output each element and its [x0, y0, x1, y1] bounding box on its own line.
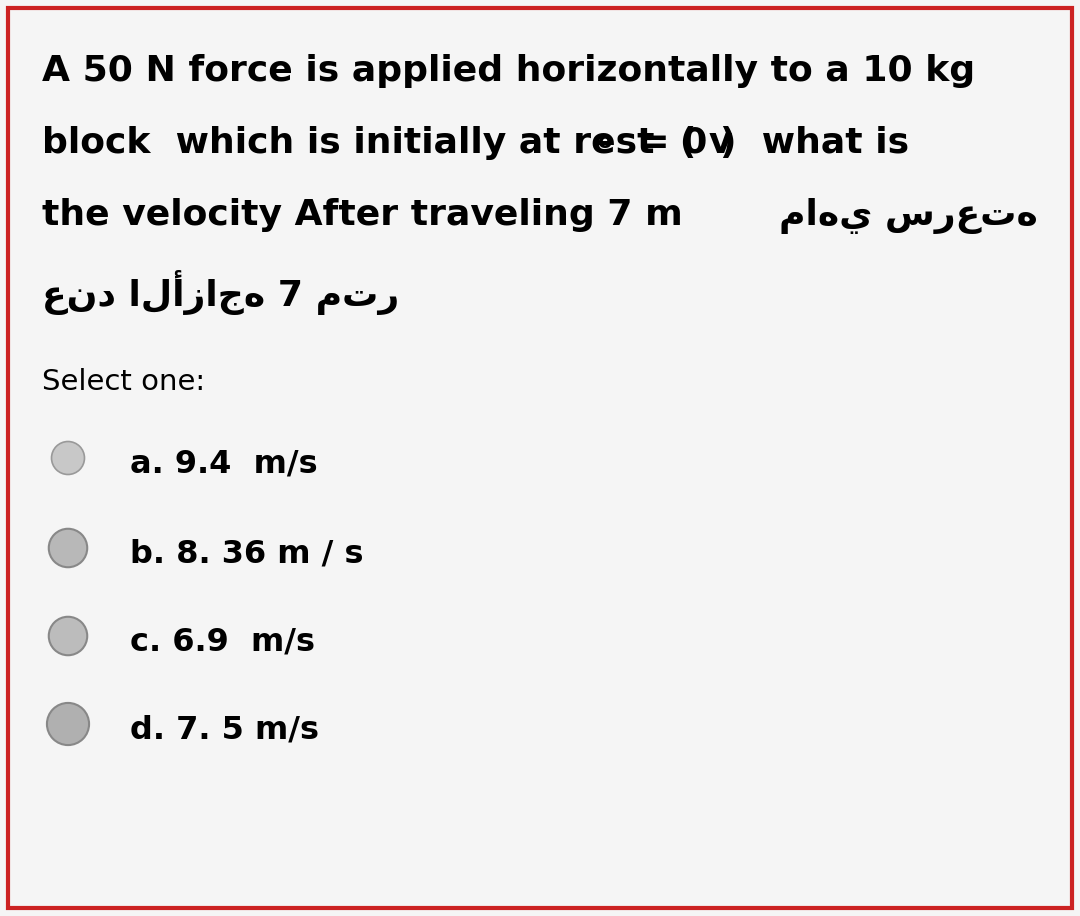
Text: a. 9.4  m/s: a. 9.4 m/s [130, 448, 318, 479]
Text: the velocity After traveling 7 m: the velocity After traveling 7 m [42, 198, 683, 232]
Text: d. 7. 5 m/s: d. 7. 5 m/s [130, 714, 319, 745]
Text: c. 6.9  m/s: c. 6.9 m/s [130, 626, 315, 657]
Text: عند الأزاجه 7 متر: عند الأزاجه 7 متر [42, 270, 400, 315]
FancyBboxPatch shape [8, 8, 1072, 908]
Text: = 0 )  what is: = 0 ) what is [615, 126, 909, 160]
Text: A 50 N force is applied horizontally to a 10 kg: A 50 N force is applied horizontally to … [42, 54, 975, 88]
Text: block  which is initially at rest  ( v: block which is initially at rest ( v [42, 126, 732, 160]
Text: Select one:: Select one: [42, 368, 205, 396]
Circle shape [52, 442, 84, 474]
Text: b. 8. 36 m / s: b. 8. 36 m / s [130, 538, 364, 569]
Circle shape [49, 529, 87, 567]
Text: o: o [597, 132, 611, 152]
Circle shape [49, 616, 87, 655]
Text: ماهي سرعته: ماهي سرعته [779, 198, 1038, 234]
Circle shape [46, 703, 89, 745]
